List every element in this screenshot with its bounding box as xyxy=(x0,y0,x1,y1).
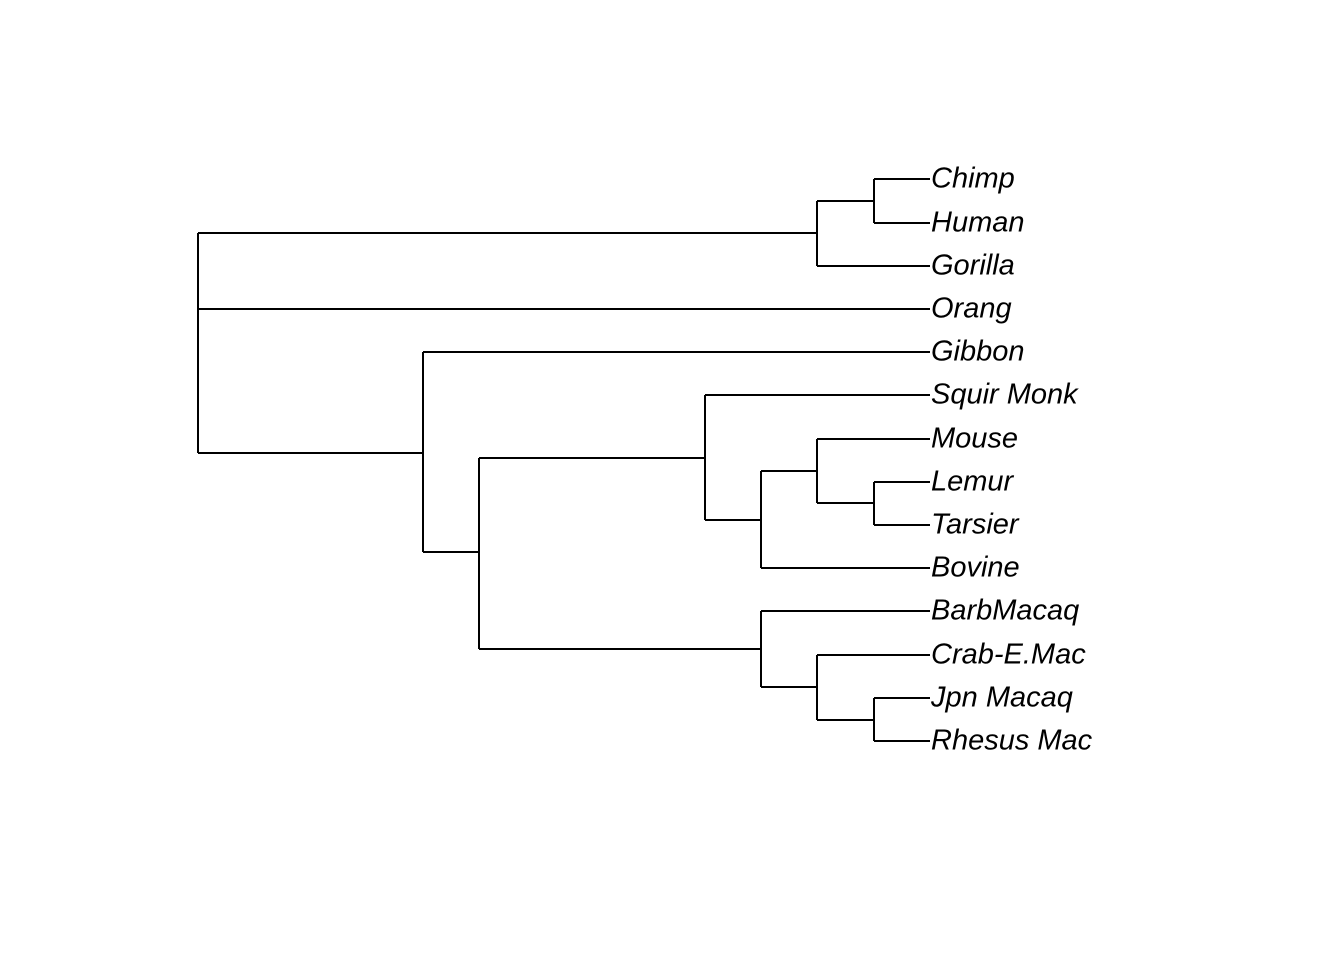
tip-label-mouse: Mouse xyxy=(931,423,1018,455)
tip-label-tarsier: Tarsier xyxy=(931,509,1020,541)
tip-label-bovine: Bovine xyxy=(931,552,1020,584)
tip-labels: Chimp Human Gorilla Orang Gibbon Squir Monk Mo… xyxy=(930,163,1093,757)
tip-label-chimp: Chimp xyxy=(931,163,1015,195)
tip-label-gibbon: Gibbon xyxy=(931,336,1025,368)
tip-label-squir-monk: Squir Monk xyxy=(931,379,1079,411)
tip-label-crab-e-mac: Crab-E.Mac xyxy=(931,639,1086,671)
tip-label-gorilla: Gorilla xyxy=(931,250,1015,282)
tip-label-jpn-macaq: Jpn Macaq xyxy=(930,682,1073,714)
tip-label-human: Human xyxy=(931,207,1025,239)
tip-label-rhesus-mac: Rhesus Mac xyxy=(931,725,1093,757)
tree-edges xyxy=(197,178,930,742)
tip-label-lemur: Lemur xyxy=(931,466,1015,498)
tip-label-barbmacaq: BarbMacaq xyxy=(931,595,1079,627)
tip-label-orang: Orang xyxy=(931,293,1012,325)
